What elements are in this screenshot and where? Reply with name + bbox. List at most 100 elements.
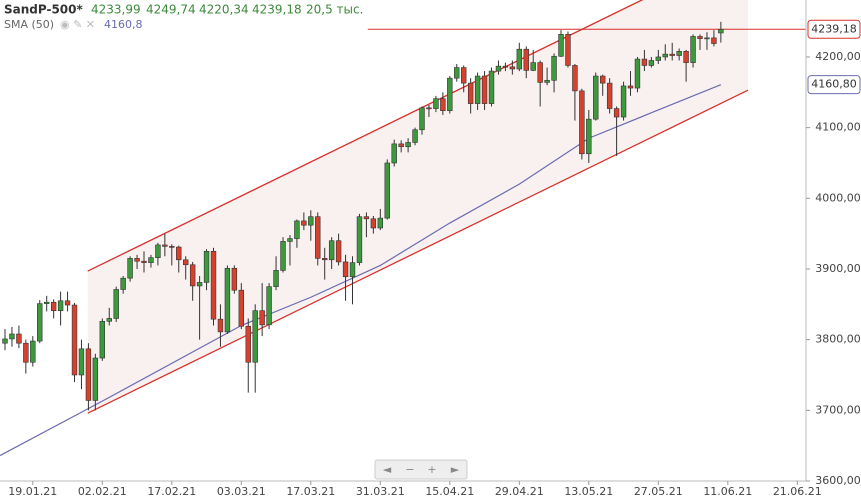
- candle-body: [127, 258, 133, 279]
- candle-body: [606, 82, 613, 109]
- high: 4249,74: [146, 3, 196, 17]
- candle-body: [683, 51, 689, 63]
- candle-body: [120, 277, 126, 290]
- candle-body: [252, 310, 258, 363]
- candle-body: [572, 65, 578, 92]
- candle-body: [196, 282, 203, 287]
- x-tick-label: 19.01.21: [8, 485, 57, 498]
- candle-body: [231, 267, 238, 291]
- x-tick-label: 27.05.21: [634, 485, 683, 498]
- candle-body: [308, 216, 314, 226]
- candle-body: [419, 107, 425, 131]
- channel-upper: [87, 0, 644, 272]
- candle-body: [50, 301, 57, 311]
- x-tick-label: 29.04.21: [495, 485, 544, 498]
- y-tick-label: 4100,00: [815, 121, 861, 134]
- last-price-badge-box: [807, 19, 861, 39]
- candle-body: [634, 58, 641, 89]
- candle-body: [224, 267, 231, 333]
- candle-body: [238, 289, 245, 327]
- candle-body: [690, 36, 696, 63]
- candle-body: [530, 62, 536, 71]
- candle-body: [322, 258, 328, 261]
- candle-body: [669, 53, 675, 56]
- nav-left[interactable]: ◄: [383, 463, 392, 476]
- candle-body: [176, 246, 182, 261]
- candle-body: [426, 107, 432, 110]
- candle-body: [565, 34, 571, 66]
- nav-right[interactable]: ►: [451, 463, 460, 476]
- x-tick-label: 31.03.21: [356, 485, 405, 498]
- candle-body: [259, 310, 265, 326]
- candle-body: [64, 300, 71, 306]
- candle-body: [391, 143, 397, 164]
- candle-body: [37, 303, 43, 342]
- candle-body: [467, 82, 474, 104]
- candle-body: [676, 51, 682, 56]
- candle-body: [134, 258, 140, 262]
- candle-body: [169, 246, 175, 248]
- candle-body: [363, 216, 370, 220]
- candle-body: [502, 65, 509, 68]
- candle-body: [342, 261, 349, 278]
- x-tick-label: 02.02.21: [78, 485, 127, 498]
- candle-body: [641, 58, 648, 66]
- sma-name: SMA (50): [4, 18, 54, 31]
- candle-body: [210, 251, 217, 320]
- candle-body: [558, 34, 564, 57]
- y-tick-label: 3600,00: [815, 474, 861, 487]
- candle-body: [162, 244, 168, 247]
- y-tick-label: 3700,00: [815, 403, 861, 416]
- open: 4233,99: [91, 3, 141, 17]
- candle-body: [287, 238, 293, 242]
- candle-body: [648, 60, 655, 66]
- candle-body: [627, 85, 634, 89]
- nav-zoom-out[interactable]: −: [405, 463, 414, 476]
- header: SandP-500* 4233,99 4249,74 4220,34 4239,…: [4, 3, 363, 32]
- candle-body: [593, 75, 599, 120]
- candle-body: [711, 37, 717, 44]
- candle-body: [516, 48, 523, 70]
- candle-body: [398, 143, 404, 148]
- candle-body: [57, 300, 64, 311]
- candle-body: [106, 318, 112, 322]
- candle-body: [78, 348, 85, 376]
- y-tick-label: 3800,00: [815, 333, 861, 346]
- candle-body: [9, 333, 15, 340]
- candle-body: [440, 98, 446, 111]
- candle-body: [704, 37, 710, 40]
- candle-body: [328, 240, 335, 261]
- candle-body: [600, 75, 606, 84]
- y-tick-label: 3900,00: [815, 262, 861, 275]
- candle-body: [537, 62, 543, 83]
- candle-body: [433, 98, 439, 109]
- candle-body: [405, 142, 411, 148]
- candle-body: [44, 301, 50, 304]
- candle-body: [85, 348, 92, 401]
- nav-zoom-in[interactable]: +: [427, 463, 436, 476]
- candle-body: [113, 289, 119, 319]
- candle-body: [718, 28, 724, 34]
- y-tick-label: 4200,00: [815, 50, 861, 63]
- candle-body: [662, 53, 668, 58]
- channel-lower: [87, 89, 749, 414]
- symbol: SandP-500*: [4, 3, 83, 17]
- last-price-badge-label: 4239,18: [811, 22, 857, 35]
- x-tick-label: 17.03.21: [286, 485, 335, 498]
- candle-body: [217, 318, 224, 333]
- low: 4220,34: [199, 3, 249, 17]
- close: 4239,18: [252, 3, 302, 17]
- candle-body: [148, 257, 154, 263]
- candle-body: [613, 108, 620, 118]
- candle-body: [356, 216, 363, 263]
- candle-body: [30, 340, 36, 363]
- candle-body: [335, 240, 342, 263]
- x-tick-label: 21.06.21: [773, 485, 822, 498]
- nav-bar: [374, 459, 468, 480]
- candle-body: [294, 220, 300, 239]
- candle-body: [273, 270, 279, 287]
- candle-body: [71, 304, 78, 376]
- candle-body: [488, 70, 495, 104]
- sma-badge-label: 4160,80: [811, 78, 857, 91]
- candle-body: [16, 333, 22, 344]
